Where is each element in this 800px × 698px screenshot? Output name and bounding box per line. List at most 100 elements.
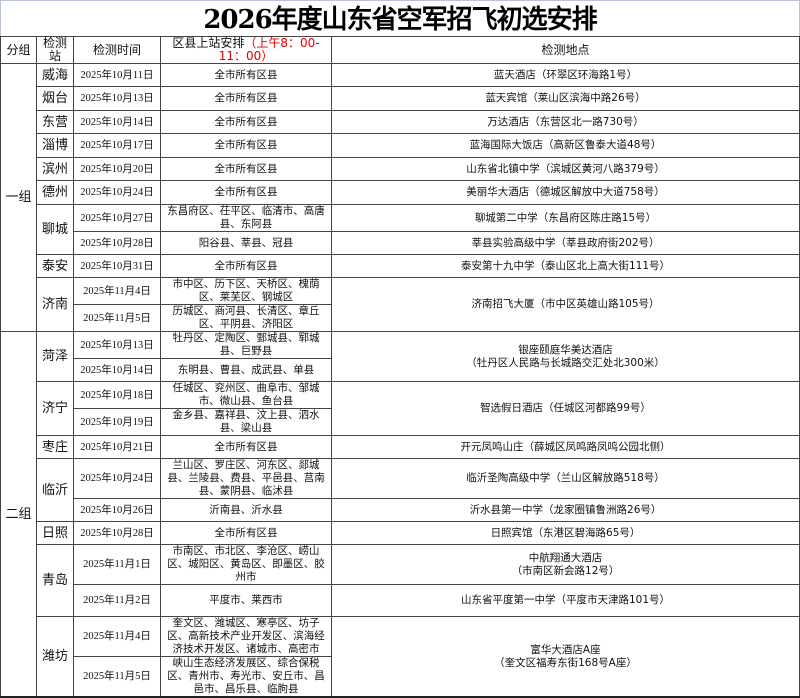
- location-cell: 日照宾馆（东港区碧海路65号）: [331, 521, 800, 545]
- station-cell: 滨州: [36, 157, 74, 181]
- districts-cell: 全市所有区县: [160, 63, 332, 87]
- date-cell: 2025年10月19日: [73, 408, 161, 436]
- location-cell: 蓝海国际大饭店（高新区鲁泰大道48号）: [331, 133, 800, 158]
- station-cell: 潍坊: [36, 616, 74, 698]
- table-row: 2025年10月26日 沂南县、沂水县 沂水县第一中学（龙家圈镇鲁洲路26号）: [1, 498, 800, 522]
- location-cell: 沂水县第一中学（龙家圈镇鲁洲路26号）: [331, 498, 800, 522]
- districts-cell: 全市所有区县: [160, 180, 332, 205]
- station-cell: 泰安: [36, 254, 74, 278]
- date-cell: 2025年10月18日: [73, 381, 161, 409]
- station-cell: 青岛: [36, 544, 74, 617]
- date-cell: 2025年10月20日: [73, 157, 161, 181]
- date-cell: 2025年10月17日: [73, 133, 161, 158]
- table-row: 东营 2025年10月14日 全市所有区县 万达酒店（东营区北一路730号）: [1, 110, 800, 134]
- location-cell: 万达酒店（东营区北一路730号）: [331, 110, 800, 134]
- districts-cell: 全市所有区县: [160, 521, 332, 545]
- table-row: 滨州 2025年10月20日 全市所有区县 山东省北镇中学（滨城区黄河八路379号）: [1, 157, 800, 181]
- station-cell: 临沂: [36, 458, 74, 522]
- date-cell: 2025年10月24日: [73, 180, 161, 205]
- location-cell: 美丽华大酒店（德城区解放中大道758号）: [331, 180, 800, 205]
- date-cell: 2025年11月1日: [73, 544, 161, 585]
- table-row: 聊城 2025年10月27日 东昌府区、茌平区、临清市、高唐县、东阿县 聊城第二中学（…: [1, 204, 800, 255]
- station-cell: 枣庄: [36, 435, 74, 459]
- districts-cell: 任城区、兖州区、曲阜市、邹城市、微山县、鱼台县: [160, 381, 332, 409]
- date-cell: 2025年10月14日: [73, 358, 161, 382]
- districts-cell: 平度市、莱西市: [160, 584, 332, 617]
- date-cell: 2025年10月14日: [73, 110, 161, 134]
- header-districts-time: （上午8：00-11：00）: [218, 36, 320, 63]
- districts-cell: 全市所有区县: [160, 254, 332, 278]
- header-districts-label: 区县上站安排: [172, 36, 245, 50]
- station-cell: 烟台: [36, 86, 74, 111]
- table-row: 泰安 2025年10月31日 全市所有区县 泰安第十九中学（泰山区北上高大街111号）: [1, 254, 800, 278]
- location-cell: 莘县实验高级中学（莘县政府街202号）: [331, 231, 800, 255]
- districts-cell: 奎文区、潍城区、寒亭区、坊子区、高新技术产业开发区、滨海经济技术开发区、诸城市、…: [160, 616, 332, 657]
- header-station: 检测站: [36, 36, 74, 64]
- districts-cell: 全市所有区县: [160, 110, 332, 134]
- station-cell: 菏泽: [36, 331, 74, 382]
- header-group: 分组: [0, 36, 37, 64]
- location-cell: 富华大酒店A座 （奎文区福寿东街168号A座）: [331, 616, 800, 698]
- table-row: 青岛 2025年11月1日 市南区、市北区、李沧区、崂山区、城阳区、黄岛区、即墨区、…: [1, 544, 800, 617]
- table-row: 枣庄 2025年10月21日 全市所有区县 开元凤鸣山庄（薛城区凤鸣路凤鸣公园北侧）: [1, 435, 800, 459]
- districts-cell: 市南区、市北区、李沧区、崂山区、城阳区、黄岛区、即墨区、胶州市: [160, 544, 332, 585]
- districts-cell: 兰山区、罗庄区、河东区、郯城县、兰陵县、费县、平邑县、莒南县、蒙阴县、临沭县: [160, 458, 332, 499]
- date-cell: 2025年11月4日: [73, 277, 161, 305]
- location-cell: 蓝天酒店（环翠区环海路1号）: [331, 63, 800, 87]
- table-row: 潍坊 2025年11月4日 奎文区、潍城区、寒亭区、坊子区、高新技术产业开发区、滨海…: [1, 616, 800, 698]
- districts-cell: 全市所有区县: [160, 157, 332, 181]
- date-cell: 2025年10月24日: [73, 458, 161, 499]
- header-location: 检测地点: [331, 36, 800, 64]
- table-row: 临沂 2025年10月24日 兰山区、罗庄区、河东区、郯城县、兰陵县、费县、平邑县、…: [1, 458, 800, 522]
- table-row: 2025年10月28日 阳谷县、莘县、冠县 莘县实验高级中学（莘县政府街202号）: [1, 231, 800, 255]
- date-cell: 2025年10月28日: [73, 231, 161, 255]
- table-row: 济南 2025年11月4日 市中区、历下区、天桥区、槐荫区、莱芜区、钢城区 济南招飞大…: [1, 277, 800, 332]
- location-cell: 临沂圣陶高级中学（兰山区解放路518号）: [331, 458, 800, 499]
- group-cell: 二组: [0, 331, 37, 698]
- date-cell: 2025年11月2日: [73, 584, 161, 617]
- page-title: 2026年度山东省空军招飞初选安排: [0, 0, 800, 36]
- table-header-row: 分组 检测站 检测时间 区县上站安排（上午8：00-11：00） 检测地点: [0, 36, 800, 64]
- districts-cell: 沂南县、沂水县: [160, 498, 332, 522]
- date-cell: 2025年10月27日: [73, 204, 161, 232]
- table-row: 一组 威海 2025年10月11日 全市所有区县 蓝天酒店（环翠区环海路1号）: [0, 63, 800, 332]
- location-cell: 银座颐庭华美达酒店 （牡丹区人民路与长城路交汇处北300米）: [331, 331, 800, 382]
- date-cell: 2025年10月13日: [73, 86, 161, 111]
- station-cell: 威海: [36, 63, 74, 87]
- station-cell: 淄博: [36, 133, 74, 158]
- date-cell: 2025年11月5日: [73, 304, 161, 332]
- header-time: 检测时间: [73, 36, 161, 64]
- location-cell: 山东省平度第一中学（平度市天津路101号）: [331, 584, 800, 617]
- table-row: 烟台 2025年10月13日 全市所有区县 蓝天宾馆（莱山区滨海中路26号）: [1, 86, 800, 111]
- districts-cell: 市中区、历下区、天桥区、槐荫区、莱芜区、钢城区: [160, 277, 332, 305]
- location-cell: 中航翔通大酒店 （市南区新会路12号）: [331, 544, 800, 585]
- group-cell: 一组: [0, 63, 37, 332]
- table-row: 日照 2025年10月28日 全市所有区县 日照宾馆（东港区碧海路65号）: [1, 521, 800, 545]
- schedule-table: 分组 检测站 检测时间 区县上站安排（上午8：00-11：00） 检测地点 一组…: [0, 36, 800, 698]
- date-cell: 2025年10月26日: [73, 498, 161, 522]
- location-cell: 开元凤鸣山庄（薛城区凤鸣路凤鸣公园北侧）: [331, 435, 800, 459]
- date-cell: 2025年10月28日: [73, 521, 161, 545]
- districts-cell: 历城区、商河县、长清区、章丘区、平阴县、济阳区: [160, 304, 332, 332]
- table-body: 一组 威海 2025年10月11日 全市所有区县 蓝天酒店（环翠区环海路1号） 烟台 202…: [0, 63, 800, 698]
- table-row: 德州 2025年10月24日 全市所有区县 美丽华大酒店（德城区解放中大道758号）: [1, 180, 800, 205]
- districts-cell: 全市所有区县: [160, 133, 332, 158]
- table-row: 二组 菏泽 2025年10月13日 牡丹区、定陶区、鄄城县、郓城县、巨野县 银座颐庭华美…: [0, 331, 800, 698]
- date-cell: 2025年10月31日: [73, 254, 161, 278]
- districts-cell: 东明县、曹县、成武县、单县: [160, 358, 332, 382]
- station-cell: 济南: [36, 277, 74, 332]
- districts-cell: 全市所有区县: [160, 86, 332, 111]
- location-cell: 泰安第十九中学（泰山区北上高大街111号）: [331, 254, 800, 278]
- location-cell: 智选假日酒店（任城区河都路99号）: [331, 381, 800, 436]
- districts-cell: 东昌府区、茌平区、临清市、高唐县、东阿县: [160, 204, 332, 232]
- table-row: 2025年11月2日 平度市、莱西市 山东省平度第一中学（平度市天津路101号）: [1, 584, 800, 617]
- location-cell: 聊城第二中学（东昌府区陈庄路15号）: [331, 204, 800, 232]
- date-cell: 2025年11月5日: [73, 656, 161, 698]
- date-cell: 2025年11月4日: [73, 616, 161, 657]
- table-row: 2025年11月5日 历城区、商河县、长清区、章丘区、平阴县、济阳区: [1, 304, 800, 332]
- station-cell: 德州: [36, 180, 74, 205]
- table-row: 济宁 2025年10月18日 任城区、兖州区、曲阜市、邹城市、微山县、鱼台县 智选假日…: [1, 381, 800, 436]
- districts-cell: 全市所有区县: [160, 435, 332, 459]
- location-cell: 济南招飞大厦（市中区英雄山路105号）: [331, 277, 800, 332]
- station-cell: 济宁: [36, 381, 74, 436]
